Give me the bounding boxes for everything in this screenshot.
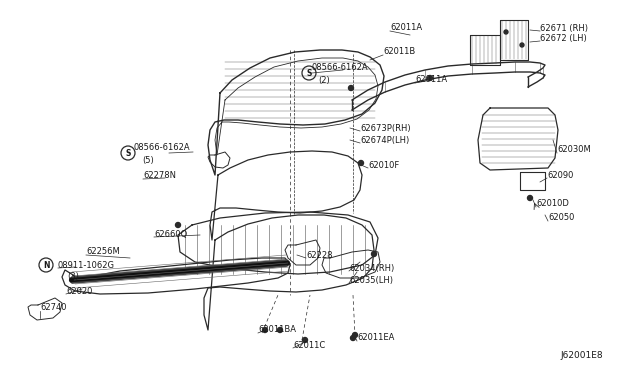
Text: 62011A: 62011A — [415, 76, 447, 84]
Text: 62672 (LH): 62672 (LH) — [540, 33, 587, 42]
Text: 62010F: 62010F — [368, 160, 399, 170]
Circle shape — [175, 222, 180, 228]
Text: 08911-1062G: 08911-1062G — [58, 260, 115, 269]
Text: S: S — [125, 148, 131, 157]
Text: 62030M: 62030M — [557, 145, 591, 154]
Text: 62740: 62740 — [40, 304, 67, 312]
Text: S: S — [307, 68, 312, 77]
Text: 62035(LH): 62035(LH) — [349, 276, 393, 285]
Text: 62011B: 62011B — [383, 48, 415, 57]
Circle shape — [351, 336, 355, 340]
Text: J62001E8: J62001E8 — [560, 352, 603, 360]
Text: 62034(RH): 62034(RH) — [349, 263, 394, 273]
Circle shape — [428, 76, 433, 80]
Text: 62228: 62228 — [306, 250, 333, 260]
Text: 62674P(LH): 62674P(LH) — [360, 135, 409, 144]
Text: (2): (2) — [318, 76, 330, 84]
Circle shape — [527, 196, 532, 201]
Text: 08566-6162A: 08566-6162A — [133, 144, 189, 153]
Circle shape — [520, 43, 524, 47]
Text: 62020: 62020 — [66, 286, 92, 295]
Circle shape — [358, 160, 364, 166]
Text: 62010D: 62010D — [536, 199, 569, 208]
Text: 62660Q: 62660Q — [154, 230, 188, 238]
Text: 62011C: 62011C — [293, 340, 325, 350]
Text: 62011A: 62011A — [390, 23, 422, 32]
Circle shape — [303, 337, 307, 343]
Text: 62090: 62090 — [547, 170, 573, 180]
Text: N: N — [43, 260, 49, 269]
Circle shape — [278, 327, 282, 333]
Text: 08566-6162A: 08566-6162A — [311, 64, 367, 73]
Text: 62011BA: 62011BA — [258, 326, 296, 334]
Text: 62278N: 62278N — [143, 171, 176, 180]
Text: (5): (5) — [142, 157, 154, 166]
Text: 62256M: 62256M — [86, 247, 120, 257]
Circle shape — [353, 333, 358, 337]
Circle shape — [349, 86, 353, 90]
Circle shape — [371, 251, 376, 257]
Text: 62673P(RH): 62673P(RH) — [360, 124, 411, 132]
Text: (3): (3) — [67, 273, 79, 282]
Text: 62671 (RH): 62671 (RH) — [540, 23, 588, 32]
Text: 62050: 62050 — [548, 214, 574, 222]
Text: 62011EA: 62011EA — [357, 334, 394, 343]
Circle shape — [504, 30, 508, 34]
Circle shape — [262, 327, 268, 333]
